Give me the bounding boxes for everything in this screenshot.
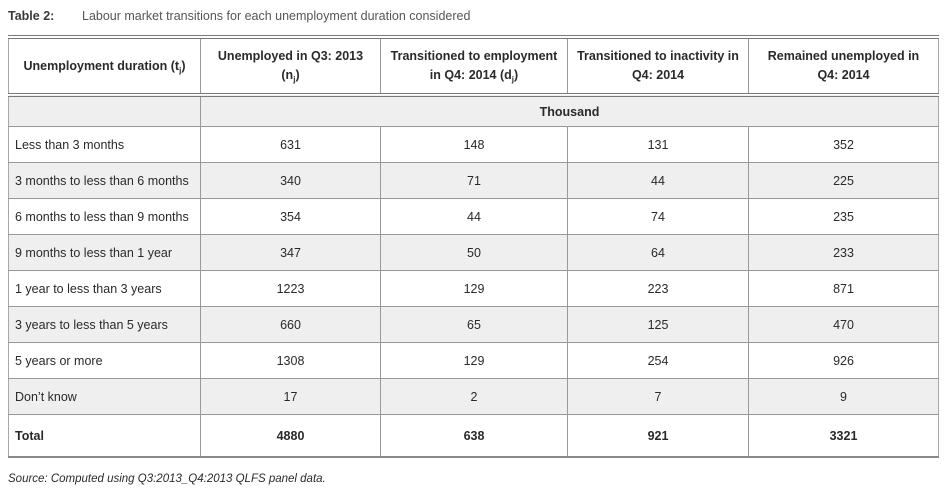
cell-value: 340 — [200, 162, 381, 199]
cell-value: 44 — [567, 162, 749, 199]
cell-value: 470 — [748, 306, 939, 343]
total-value: 3321 — [748, 414, 939, 457]
col-header-transitioned-employment: Transitioned to employment in Q4: 2014 (… — [380, 37, 568, 97]
total-value: 921 — [567, 414, 749, 457]
unit-row: Thousand — [8, 95, 939, 127]
table-row: 5 years or more 1308 129 254 926 — [8, 342, 939, 379]
row-label: 3 months to less than 6 months — [8, 162, 201, 199]
header-row: Unemployment duration (tj) Unemployed in… — [8, 37, 939, 97]
col-header-remained-unemployed: Remained unemployed in Q4: 2014 — [748, 37, 939, 97]
header-text: ) — [295, 68, 300, 82]
cell-value: 352 — [748, 126, 939, 163]
row-label: 6 months to less than 9 months — [8, 198, 201, 235]
cell-value: 129 — [380, 342, 568, 379]
header-text: Transitioned to inactivity in Q4: 2014 — [577, 49, 739, 82]
cell-value: 44 — [380, 198, 568, 235]
cell-value: 7 — [567, 378, 749, 415]
header-text: Unemployed in Q3: 2013 (n — [217, 49, 364, 82]
table-row: 3 years to less than 5 years 660 65 125 … — [8, 306, 939, 343]
table-row: Don’t know 17 2 7 9 — [8, 378, 939, 415]
cell-value: 64 — [567, 234, 749, 271]
table-row: Less than 3 months 631 148 131 352 — [8, 126, 939, 163]
total-value: 4880 — [200, 414, 381, 457]
cell-value: 71 — [380, 162, 568, 199]
row-label: 1 year to less than 3 years — [8, 270, 201, 307]
table-row: 9 months to less than 1 year 347 50 64 2… — [8, 234, 939, 271]
col-header-transitioned-inactivity: Transitioned to inactivity in Q4: 2014 — [567, 37, 749, 97]
cell-value: 354 — [200, 198, 381, 235]
cell-value: 65 — [380, 306, 568, 343]
table-number: Table 2: — [8, 9, 55, 23]
table-row: 3 months to less than 6 months 340 71 44… — [8, 162, 939, 199]
cell-value: 148 — [380, 126, 568, 163]
unit-label: Thousand — [200, 95, 939, 127]
cell-value: 2 — [380, 378, 568, 415]
cell-value: 223 — [567, 270, 749, 307]
total-row: Total 4880 638 921 3321 — [8, 414, 939, 457]
cell-value: 225 — [748, 162, 939, 199]
cell-value: 131 — [567, 126, 749, 163]
source-note: Source: Computed using Q3:2013_Q4:2013 Q… — [8, 473, 326, 485]
row-label: 9 months to less than 1 year — [8, 234, 201, 271]
cell-value: 1223 — [200, 270, 381, 307]
row-label: Less than 3 months — [8, 126, 201, 163]
col-header-unemployed-q3-2013: Unemployed in Q3: 2013 (nj) — [200, 37, 381, 97]
cell-value: 926 — [748, 342, 939, 379]
header-text: Transitioned to employment in Q4: 2014 (… — [390, 49, 558, 82]
row-label: 3 years to less than 5 years — [8, 306, 201, 343]
table-caption: Table 2: Labour market transitions for ea… — [8, 9, 938, 24]
cell-value: 347 — [200, 234, 381, 271]
cell-value: 235 — [748, 198, 939, 235]
header-text: ) — [514, 68, 519, 82]
total-value: 638 — [380, 414, 568, 457]
header-text: ) — [181, 58, 186, 73]
col-header-unemployment-duration: Unemployment duration (tj) — [8, 37, 201, 97]
table-row: 6 months to less than 9 months 354 44 74… — [8, 198, 939, 235]
cell-value: 125 — [567, 306, 749, 343]
header-text: Unemployment duration (t — [23, 58, 180, 73]
cell-value: 74 — [567, 198, 749, 235]
cell-value: 17 — [200, 378, 381, 415]
header-subscript: j — [511, 75, 515, 84]
cell-value: 9 — [748, 378, 939, 415]
header-subscript: j — [179, 65, 182, 75]
header-subscript: j — [293, 75, 296, 84]
cell-value: 660 — [200, 306, 381, 343]
table-row: 1 year to less than 3 years 1223 129 223… — [8, 270, 939, 307]
total-label: Total — [8, 414, 201, 457]
cell-value: 631 — [200, 126, 381, 163]
labour-transitions-table: Unemployment duration (tj) Unemployed in… — [8, 35, 939, 458]
header-text: Remained unemployed in Q4: 2014 — [767, 49, 920, 82]
row-label: 5 years or more — [8, 342, 201, 379]
cell-value: 233 — [748, 234, 939, 271]
cell-value: 129 — [380, 270, 568, 307]
table-title: Labour market transitions for each unemp… — [82, 9, 471, 23]
unit-row-empty-cell — [8, 95, 201, 127]
cell-value: 254 — [567, 342, 749, 379]
cell-value: 871 — [748, 270, 939, 307]
row-label: Don’t know — [8, 378, 201, 415]
cell-value: 1308 — [200, 342, 381, 379]
cell-value: 50 — [380, 234, 568, 271]
